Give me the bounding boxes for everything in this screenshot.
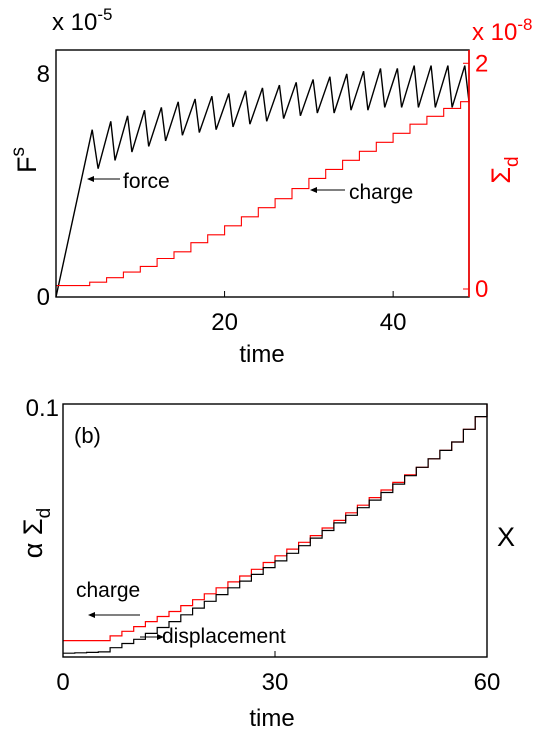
charge-arrowhead-a: [310, 187, 317, 193]
panel-a-ylabel-right: Σd: [486, 156, 523, 183]
panel-a-xtick-label: 20: [211, 309, 238, 336]
panel-a-ytick-label-right: 2: [475, 50, 488, 77]
panel-b-ytick-label: 0.1: [26, 395, 59, 422]
panel-a-xtick-label: 40: [380, 309, 407, 336]
panel-b-label: (b): [74, 423, 101, 448]
panel-b-ylabel-left: α Σd: [18, 508, 55, 558]
charge-series-line: [56, 99, 470, 287]
panel-a-series: [55, 65, 470, 298]
displacement-annotation: displacement: [162, 625, 286, 648]
charge-arrowhead-b: [88, 612, 95, 618]
charge-annotation-a: charge: [349, 181, 413, 204]
force-annotation: force: [123, 170, 170, 193]
force-series-line: [55, 65, 470, 298]
panel-b-xtick-label: 0: [56, 669, 69, 696]
panel-b: 0 30 60 0.1 (b) α Σd X time charge displace…: [18, 395, 515, 731]
force-arrowhead: [87, 176, 94, 182]
panel-a-ytick-label-left: 8: [37, 61, 50, 88]
panel-a-right-exponent: x 10-8: [472, 15, 533, 46]
panel-a-ticks: 20 40 0 8 0 2: [37, 50, 489, 336]
panel-a-ytick-label-right: 0: [475, 276, 488, 303]
displacement-series-line: [63, 404, 488, 654]
charge-series-line: [63, 404, 488, 642]
svg-text:α Σd: α Σd: [18, 508, 55, 558]
panel-b-ticks: 0 30 60 0.1: [26, 395, 501, 696]
panel-a-xlabel: time: [239, 341, 284, 368]
charge-annotation-b: charge: [76, 579, 140, 602]
svg-text:Fs: Fs: [8, 147, 42, 173]
panel-b-xtick-label: 60: [474, 669, 501, 696]
panel-b-series: [63, 404, 488, 654]
panel-b-ylabel-right: X: [497, 522, 515, 552]
panel-b-xlabel: time: [249, 705, 294, 731]
panel-a-ytick-label-left: 0: [37, 284, 50, 311]
svg-text:Σd: Σd: [486, 156, 523, 183]
panel-a-left-exponent: x 10-5: [52, 5, 113, 36]
panel-b-frame: [62, 403, 488, 658]
panel-b-xtick-label: 30: [262, 669, 289, 696]
displacement-arrowhead: [157, 634, 164, 640]
panel-a-ylabel-left: Fs: [8, 147, 42, 173]
